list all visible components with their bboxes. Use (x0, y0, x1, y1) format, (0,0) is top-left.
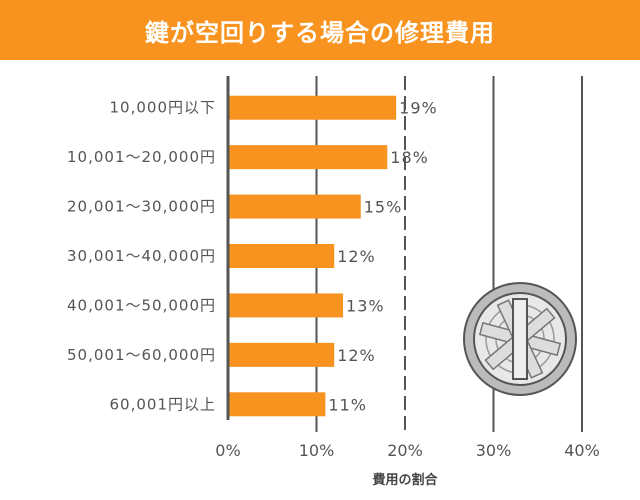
category-label: 50,001〜60,000円 (67, 346, 216, 364)
category-label: 30,001〜40,000円 (67, 247, 216, 265)
x-tick-label: 40% (564, 441, 600, 460)
bar (228, 95, 397, 120)
bar (228, 194, 361, 219)
x-tick-label: 30% (476, 441, 512, 460)
category-label: 60,001円以上 (110, 395, 217, 413)
category-label: 20,001〜30,000円 (67, 198, 216, 216)
value-label: 13% (346, 296, 385, 315)
value-label: 18% (390, 148, 429, 167)
category-label: 10,000円以下 (110, 99, 217, 117)
bar (228, 145, 388, 170)
x-tick-label: 10% (299, 441, 335, 460)
value-label: 12% (337, 247, 376, 266)
value-label: 15% (364, 198, 403, 217)
bar (228, 244, 335, 268)
value-label: 19% (399, 99, 438, 118)
lock-cylinder-icon (463, 282, 577, 396)
x-tick-label: 20% (387, 441, 423, 460)
value-label: 11% (328, 395, 367, 414)
chart-title: 鍵が空回りする場合の修理費用 (0, 0, 640, 60)
x-axis-label: 費用の割合 (372, 472, 438, 488)
x-tick-label: 0% (215, 441, 240, 460)
category-label: 10,001〜20,000円 (67, 148, 216, 166)
bar (228, 293, 344, 318)
category-label: 40,001〜50,000円 (67, 296, 216, 314)
value-label: 12% (337, 346, 376, 365)
bar (228, 342, 335, 367)
bar (228, 392, 326, 417)
